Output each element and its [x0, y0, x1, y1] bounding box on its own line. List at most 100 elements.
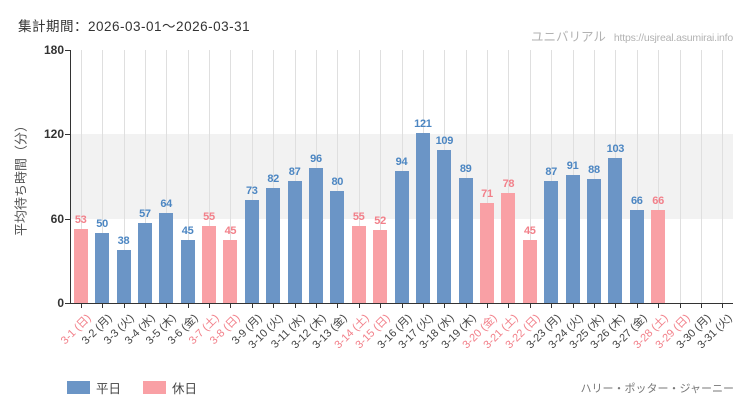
bar: [394, 170, 409, 303]
x-axis-tick: [615, 303, 617, 308]
legend-item-holiday: 休日: [143, 378, 197, 397]
x-axis-tick: [187, 303, 189, 308]
vertical-gridline: [465, 50, 467, 303]
x-axis-tick: [273, 303, 275, 308]
bar-value-label: 82: [267, 172, 279, 185]
y-axis-tick-label: 60: [50, 211, 64, 226]
y-axis-line: [70, 50, 71, 304]
bar: [309, 168, 323, 303]
bar-value-label: 78: [502, 178, 515, 191]
site-name-watermark: ユニバリアル: [531, 30, 606, 44]
vertical-gridline: [508, 50, 510, 303]
bar: [587, 179, 601, 303]
vertical-gridline: [187, 50, 189, 303]
bar-value-label: 53: [74, 213, 87, 226]
x-axis-tick: [594, 303, 595, 308]
bar-value-label: 80: [331, 175, 344, 188]
bar: [565, 175, 580, 303]
bar-value-label: 66: [652, 195, 664, 208]
x-axis-tick: [444, 303, 446, 308]
x-axis-tick: [123, 303, 125, 308]
vertical-gridline: [102, 50, 104, 303]
bar-value-label: 45: [523, 224, 536, 237]
x-axis-tick: [380, 303, 382, 308]
x-axis-tick: [166, 303, 168, 308]
bar-value-label: 87: [288, 165, 301, 178]
vertical-gridline: [209, 50, 210, 303]
x-axis-tick: [316, 303, 317, 308]
vertical-gridline: [380, 50, 382, 303]
x-axis-tick: [230, 303, 232, 308]
x-axis-tick: [401, 303, 403, 308]
bar-value-label: 73: [245, 185, 258, 198]
x-axis-tick: [358, 303, 360, 308]
vertical-gridline: [551, 50, 553, 303]
bar-value-label: 50: [96, 217, 108, 230]
vertical-gridline: [358, 50, 360, 303]
site-url-watermark: https://usjreal.asumirai.info: [613, 32, 733, 44]
bar-value-label: 88: [588, 164, 600, 177]
bar: [373, 229, 388, 303]
bar: [116, 249, 131, 303]
bar: [351, 225, 366, 303]
bar: [266, 187, 281, 303]
vertical-gridline: [230, 50, 232, 303]
vertical-gridline: [294, 50, 296, 303]
bar: [437, 149, 452, 303]
x-axis-tick: [572, 303, 574, 308]
bar-value-label: 57: [139, 207, 151, 220]
bar: [330, 190, 345, 303]
vertical-gridline: [658, 50, 660, 303]
vertical-gridline: [594, 50, 595, 303]
bar-value-label: 109: [435, 134, 454, 147]
bar: [480, 203, 494, 303]
attraction-name-label: ハリー・ポッター・ジャーニー: [580, 383, 734, 395]
x-axis-tick: [679, 303, 681, 308]
x-axis-tick: [636, 303, 638, 308]
x-axis-tick: [102, 303, 104, 308]
vertical-gridline: [636, 50, 638, 303]
x-axis-tick: [722, 303, 724, 308]
y-axis-tick-label: 180: [43, 43, 64, 57]
x-axis-line: [70, 303, 733, 304]
x-axis-tick: [465, 303, 467, 308]
x-axis-tick: [700, 303, 702, 308]
vertical-gridline: [529, 50, 531, 303]
vertical-gridline: [337, 50, 339, 303]
bar: [287, 180, 302, 303]
bar: [501, 193, 516, 303]
legend-item-weekday: 平日: [67, 378, 121, 397]
x-axis-tick: [529, 303, 531, 308]
x-axis-tick: [294, 303, 296, 308]
bar-value-label: 52: [374, 214, 386, 227]
bar-value-label: 38: [117, 234, 130, 247]
x-axis-tick: [422, 303, 424, 308]
bar: [651, 210, 666, 303]
weekday-legend-swatch: [67, 381, 90, 394]
x-axis-tick: [80, 303, 82, 308]
x-axis-tick: [508, 303, 510, 308]
vertical-gridline: [700, 50, 702, 303]
x-axis-tick: [551, 303, 553, 308]
bar: [415, 132, 430, 303]
bar-value-label: 94: [395, 155, 408, 168]
bar-value-label: 103: [606, 143, 625, 156]
y-axis-tick: [65, 303, 70, 304]
x-axis-tick: [487, 303, 488, 308]
aggregation-period-label: 集計期間：2026-03-01～2026-03-31: [18, 19, 251, 34]
bar-value-label: 55: [203, 210, 215, 223]
holiday-legend-label: 休日: [172, 382, 198, 396]
vertical-gridline: [251, 50, 253, 303]
vertical-gridline: [722, 50, 724, 303]
weekday-legend-label: 平日: [96, 382, 122, 396]
x-axis-tick: [658, 303, 660, 308]
y-axis-tick: [65, 134, 70, 136]
bar-value-label: 89: [459, 162, 472, 175]
bar-value-label: 121: [414, 117, 432, 130]
bar: [629, 210, 644, 303]
x-axis-tick: [251, 303, 253, 308]
bar-value-label: 45: [181, 224, 194, 237]
bar: [159, 213, 174, 303]
bar-value-label: 64: [160, 198, 172, 210]
